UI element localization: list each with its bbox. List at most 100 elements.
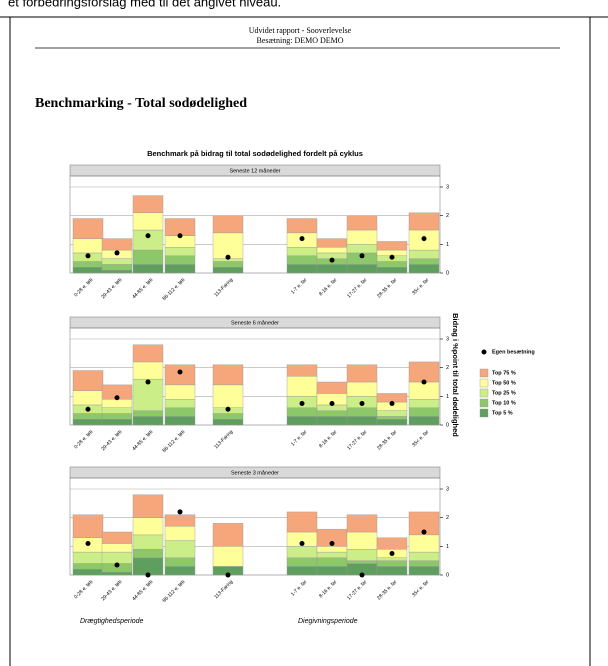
bar-segment (72, 267, 104, 274)
y-tick-label: 0 (446, 422, 449, 428)
bar-segment (286, 416, 318, 426)
bar-segment (101, 258, 133, 265)
bar-segment (376, 393, 408, 403)
bar-segment (132, 494, 164, 518)
bar-segment (101, 419, 133, 426)
own-herd-marker (421, 236, 427, 242)
bar-segment (408, 416, 440, 426)
bar-segment (408, 258, 440, 265)
own-herd-marker (114, 395, 120, 401)
bar-segment (408, 361, 440, 383)
doc-header: Udvidet rapport - Sooverlevelse (249, 26, 352, 35)
bar-segment (376, 416, 408, 420)
own-herd-marker (299, 540, 305, 546)
bar-segment (164, 557, 196, 567)
bar-segment (286, 364, 318, 377)
own-herd-marker (359, 253, 365, 259)
bar-segment (132, 361, 164, 380)
bar-segment (212, 267, 244, 274)
own-herd-marker (114, 562, 120, 568)
bar-segment (212, 413, 244, 420)
bar-segment (101, 269, 133, 274)
bar-segment (286, 376, 318, 397)
bar-segment (132, 517, 164, 536)
bar-segment (101, 407, 133, 414)
group-label: Drægtighedsperiode (80, 618, 144, 625)
bar-segment (212, 364, 244, 386)
y-tick-label: 3 (446, 336, 449, 342)
group-label: Diegivningsperiode (298, 618, 358, 625)
panel-title: Seneste 3 måneder (231, 469, 279, 476)
bar-segment (286, 511, 318, 533)
y-tick-label: 1 (446, 394, 449, 400)
legend-swatch (479, 368, 489, 378)
bar-segment (346, 244, 378, 254)
bar-segment (376, 560, 408, 567)
bar-segment (212, 523, 244, 547)
y-tick-label: 2 (446, 213, 449, 219)
bar-segment (316, 238, 348, 248)
own-herd-marker (389, 254, 395, 260)
own-herd-marker (177, 509, 183, 515)
bar-segment (346, 381, 378, 397)
chart-title: Benchmark på bidrag til total sodødeligh… (147, 149, 363, 158)
own-herd-marker (177, 369, 183, 375)
bar-segment (132, 534, 164, 550)
own-herd-marker (329, 401, 335, 406)
bar-segment (408, 407, 440, 417)
bar-segment (212, 215, 244, 234)
own-herd-marker (299, 236, 305, 242)
bar-segment (101, 399, 133, 409)
bar-segment (164, 407, 196, 417)
own-herd-marker (145, 572, 151, 578)
panel-title: Seneste 6 måneder (231, 319, 279, 326)
own-herd-marker (85, 540, 91, 546)
bar-segment (72, 569, 104, 576)
own-herd-marker (85, 406, 91, 412)
bar-segment (72, 514, 104, 538)
legend-swatch (479, 408, 489, 418)
bar-segment (408, 560, 440, 567)
y-tick-label: 3 (446, 184, 449, 190)
bar-segment (132, 264, 164, 274)
bar-segment (132, 344, 164, 363)
bar-segment (101, 413, 133, 420)
bar-segment (376, 557, 408, 561)
bar-segment (72, 218, 104, 239)
bar-segment (72, 419, 104, 426)
bar-segment (286, 557, 318, 567)
own-herd-marker (145, 233, 151, 239)
doc-header: Besætning: DEMO DEMO (256, 36, 343, 45)
y-tick-label: 2 (446, 515, 449, 521)
own-herd-marker (225, 572, 231, 578)
own-herd-marker (389, 551, 395, 556)
bar-segment (316, 381, 348, 394)
bar-segment (132, 195, 164, 214)
bar-segment (72, 390, 104, 406)
bar-segment (101, 531, 133, 544)
bar-segment (212, 419, 244, 426)
bar-segment (164, 264, 196, 274)
legend-label: Top 25 % (492, 390, 516, 396)
bar-segment (132, 212, 164, 231)
own-herd-marker (329, 257, 335, 263)
y-tick-label: 3 (446, 486, 449, 492)
legend-label: Top 5 % (492, 410, 513, 416)
legend-label: Top 10 % (492, 400, 516, 406)
bar-segment (101, 238, 133, 251)
legend-label: Top 50 % (492, 380, 516, 386)
bar-segment (132, 249, 164, 265)
bar-segment (286, 546, 318, 558)
bar-segment (132, 557, 164, 576)
bar-segment (101, 543, 133, 553)
own-herd-marker (421, 529, 427, 535)
bar-segment (101, 264, 133, 271)
own-herd-marker (421, 379, 427, 385)
bar-segment (101, 571, 133, 576)
bar-segment (316, 546, 348, 553)
legend-swatch (479, 378, 489, 388)
bar-segment (376, 410, 408, 417)
bar-segment (346, 215, 378, 231)
own-herd-marker (359, 572, 365, 578)
